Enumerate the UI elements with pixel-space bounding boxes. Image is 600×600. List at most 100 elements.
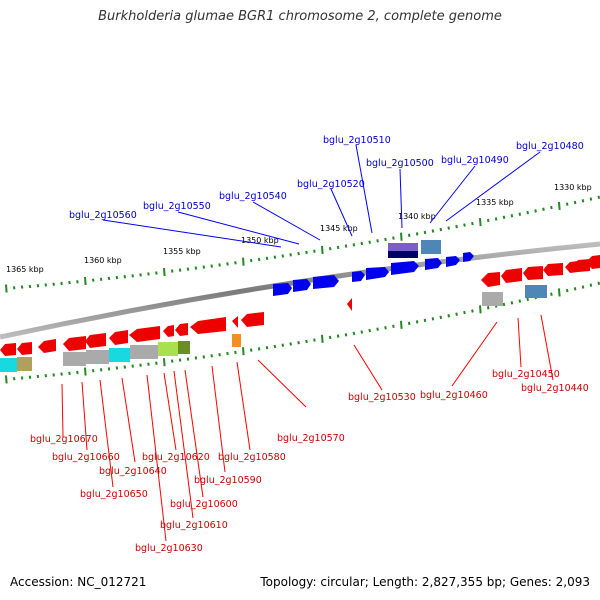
gene-label[interactable]: bglu_2g10460 — [420, 390, 488, 401]
gene-label[interactable]: bglu_2g10540 — [219, 191, 287, 202]
forward-gene-arrow[interactable] — [293, 279, 311, 292]
gene-label[interactable]: bglu_2g10610 — [160, 520, 228, 531]
gene-label[interactable]: bglu_2g10550 — [143, 201, 211, 212]
gene-label[interactable]: bglu_2g10560 — [69, 210, 137, 221]
minor-tick — [12, 286, 16, 290]
minor-tick — [273, 255, 277, 259]
gene-label[interactable]: bglu_2g10620 — [142, 452, 210, 463]
forward-gene-arrow[interactable] — [391, 261, 419, 275]
minor-tick — [368, 240, 371, 244]
minor-tick — [455, 224, 458, 229]
gene-label[interactable]: bglu_2g10480 — [516, 141, 584, 152]
scale-label-1340: 1340 kbp — [398, 212, 436, 221]
feature-box-gray[interactable] — [482, 292, 503, 306]
feature-box-orange[interactable] — [232, 334, 241, 347]
reverse-gene-arrow[interactable] — [175, 323, 188, 336]
major-tick — [242, 257, 245, 266]
minor-tick — [305, 339, 308, 344]
minor-tick — [589, 283, 593, 287]
forward-gene-arrow[interactable] — [352, 271, 365, 282]
gene-label[interactable]: bglu_2g10670 — [30, 434, 98, 445]
forward-gene-arrow[interactable] — [273, 283, 292, 296]
minor-tick — [486, 218, 490, 223]
reverse-gene-arrow[interactable] — [232, 316, 238, 328]
gene-label[interactable]: bglu_2g10660 — [52, 452, 120, 463]
reverse-gene-arrow[interactable] — [163, 325, 174, 337]
gene-label[interactable]: bglu_2g10450 — [492, 369, 560, 380]
reverse-gene-labels: bglu_2g10440 bglu_2g10450 bglu_2g10460 b… — [30, 369, 589, 554]
scale-label-1350: 1350 kbp — [241, 236, 279, 245]
reverse-gene-arrow[interactable] — [190, 317, 226, 334]
reverse-gene-arrow[interactable] — [481, 272, 500, 287]
minor-tick — [76, 370, 79, 375]
feature-box-navy[interactable] — [388, 251, 418, 258]
feature-box-gray[interactable] — [130, 345, 158, 359]
forward-gene-labels: bglu_2g10480 bglu_2g10490 bglu_2g10500 b… — [69, 135, 584, 221]
minor-tick — [249, 348, 253, 352]
major-tick — [400, 320, 403, 329]
minor-tick — [510, 301, 514, 305]
feature-box-cyan[interactable] — [0, 358, 17, 372]
feature-box-steelblue[interactable] — [421, 240, 441, 254]
gene-label[interactable]: bglu_2g10640 — [99, 466, 167, 477]
feature-box-cyan[interactable] — [109, 348, 130, 362]
minor-tick — [423, 230, 427, 235]
forward-gene-arrow[interactable] — [425, 258, 442, 270]
gene-label[interactable]: bglu_2g10530 — [348, 392, 416, 403]
major-tick — [400, 232, 403, 241]
gene-label[interactable]: bglu_2g10590 — [194, 475, 262, 486]
minor-tick — [52, 373, 55, 377]
major-tick — [242, 347, 245, 356]
reverse-gene-arrow[interactable] — [0, 343, 16, 356]
reverse-gene-arrow[interactable] — [543, 263, 563, 276]
feature-box-olive[interactable] — [178, 341, 190, 354]
label-line — [399, 168, 403, 229]
label-line — [517, 317, 522, 368]
reverse-gene-arrow[interactable] — [565, 261, 578, 273]
gene-label[interactable]: bglu_2g10600 — [170, 499, 238, 510]
minor-tick — [376, 239, 379, 243]
minor-tick — [352, 243, 356, 247]
gene-label[interactable]: bglu_2g10490 — [441, 155, 509, 166]
gene-label[interactable]: bglu_2g10580 — [218, 452, 286, 463]
reverse-gene-arrow[interactable] — [17, 342, 32, 355]
reverse-gene-arrow[interactable] — [38, 339, 56, 353]
minor-tick — [447, 314, 450, 318]
feature-box-yellowgreen[interactable] — [158, 342, 178, 356]
minor-tick — [131, 274, 134, 278]
feature-box-gray[interactable] — [86, 350, 109, 364]
feature-box-purple[interactable] — [388, 243, 418, 251]
minor-tick — [526, 297, 529, 302]
feature-box-khaki[interactable] — [17, 357, 32, 371]
minor-tick — [115, 275, 119, 280]
label-line — [163, 372, 177, 451]
forward-gene-arrow[interactable] — [366, 267, 389, 280]
reverse-gene-arrow[interactable] — [85, 333, 106, 348]
gene-label[interactable]: bglu_2g10570 — [277, 433, 345, 444]
forward-gene-arrow[interactable] — [313, 275, 339, 289]
gene-label[interactable]: bglu_2g10630 — [135, 543, 203, 554]
feature-box-steelblue[interactable] — [525, 285, 547, 298]
reverse-gene-arrow[interactable] — [63, 336, 86, 351]
reverse-gene-arrow[interactable] — [347, 298, 352, 311]
reverse-gene-arrow[interactable] — [501, 268, 522, 283]
gene-label[interactable]: bglu_2g10650 — [80, 489, 148, 500]
minor-tick — [147, 272, 150, 276]
gene-label[interactable]: bglu_2g10510 — [323, 135, 391, 146]
gene-label[interactable]: bglu_2g10440 — [521, 383, 589, 394]
label-line — [445, 151, 541, 222]
label-line — [99, 379, 114, 488]
feature-box-gray[interactable] — [63, 352, 86, 366]
gene-label[interactable]: bglu_2g10500 — [366, 158, 434, 169]
reverse-gene-arrow[interactable] — [109, 330, 128, 345]
reverse-gene-arrow[interactable] — [523, 266, 543, 280]
minor-tick — [439, 315, 443, 320]
minor-tick — [155, 361, 158, 365]
forward-gene-arrow[interactable] — [463, 252, 474, 262]
minor-tick — [368, 328, 371, 333]
forward-gene-arrow[interactable] — [446, 256, 460, 267]
reverse-gene-arrow[interactable] — [129, 326, 160, 342]
gene-label[interactable]: bglu_2g10520 — [297, 179, 365, 190]
minor-tick — [68, 371, 71, 375]
reverse-gene-arrow[interactable] — [241, 312, 264, 327]
